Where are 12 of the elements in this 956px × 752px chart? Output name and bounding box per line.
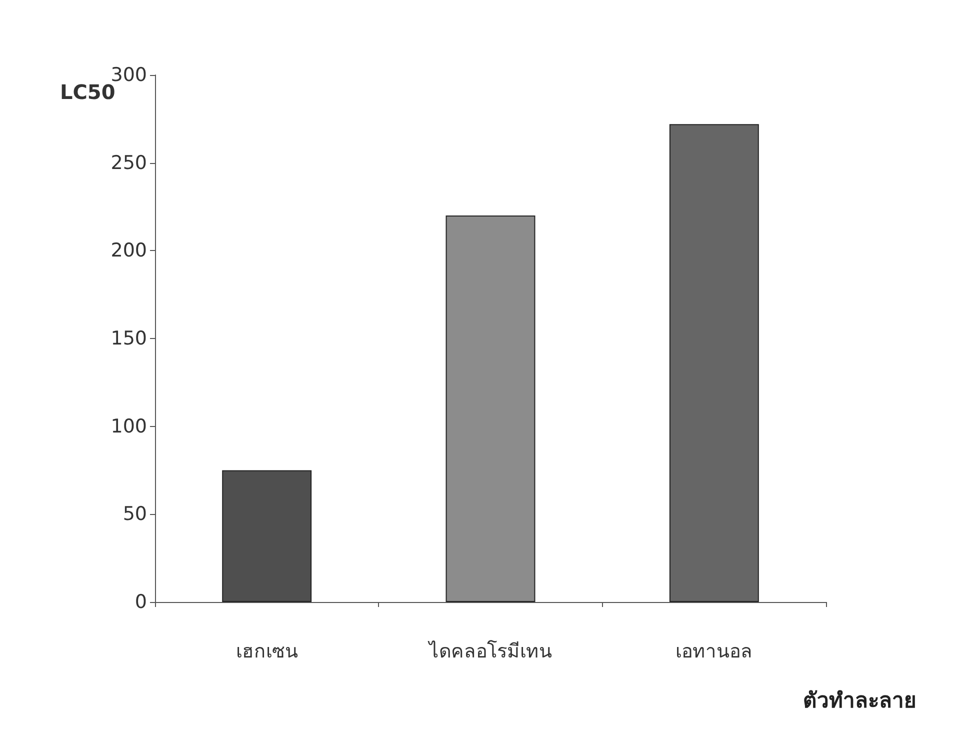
y-tick-label: 50 — [122, 503, 147, 526]
bar — [669, 124, 759, 602]
x-tick-label: ไดคลอโรมีเทน — [427, 640, 552, 662]
x-axis-title: ตัวทำละลาย — [803, 688, 916, 712]
x-tick-label: เอทานอล — [676, 640, 753, 662]
y-tick-label: 150 — [110, 328, 147, 350]
bar — [446, 216, 536, 602]
y-tick-label: 250 — [110, 152, 147, 174]
y-tick-label: 100 — [110, 415, 147, 438]
y-tick-label: 0 — [134, 591, 147, 613]
x-tick-label: เฮกเซน — [236, 640, 298, 662]
y-tick-label: 200 — [110, 240, 147, 262]
